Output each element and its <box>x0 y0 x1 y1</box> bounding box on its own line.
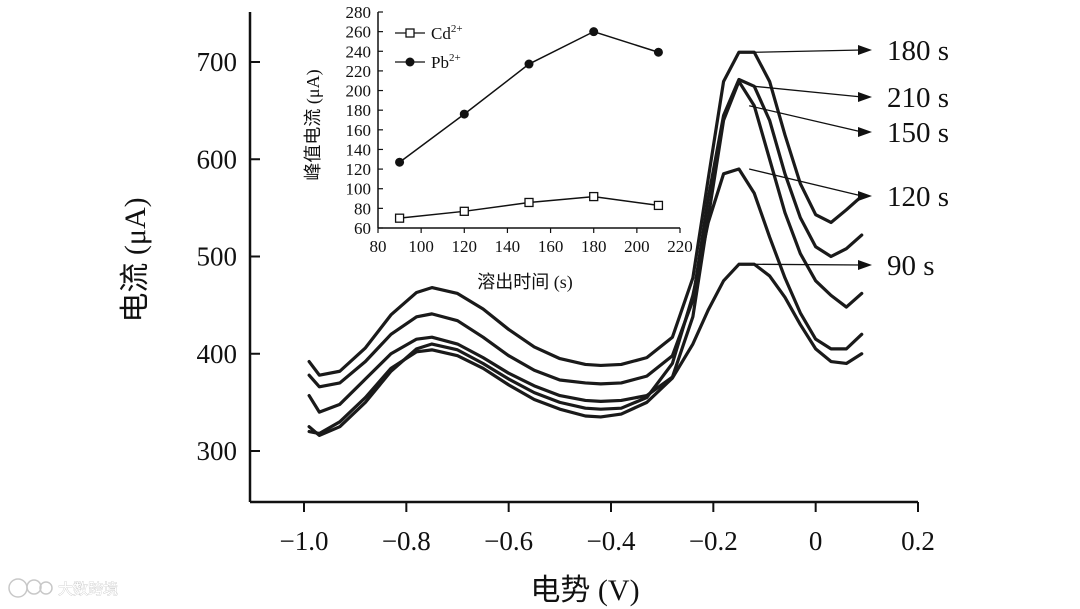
inset-point-pb <box>524 59 534 69</box>
inset-point-pb <box>589 27 599 37</box>
legend-circle-marker-icon <box>405 57 415 67</box>
main-x-tick-label: 0.2 <box>901 526 935 556</box>
inset-point-pb <box>459 109 469 119</box>
annotation-label: 120 s <box>887 181 949 213</box>
annotation-arrow-line <box>748 168 863 197</box>
inset-x-tick-label: 220 <box>667 237 693 256</box>
inset-legend: Cd2+ Pb2+ <box>395 23 463 72</box>
annotation-arrowhead-icon <box>858 127 872 137</box>
annotation-arrow-line <box>749 105 863 133</box>
inset-point-cd <box>394 213 405 223</box>
annotation-arrow-line <box>754 49 863 53</box>
inset-y-tick-label: 180 <box>346 101 372 120</box>
inset-point-pb <box>395 157 405 167</box>
main-x-tick-label: −0.6 <box>484 526 533 556</box>
inset-x-tick-label: 80 <box>370 237 387 256</box>
series-line-210s <box>307 77 864 389</box>
inset-y-tick-label: 240 <box>346 42 372 61</box>
annotation-arrowhead-icon <box>858 191 872 201</box>
main-y-tick-label: 300 <box>197 436 238 466</box>
inset-y-tick-label: 220 <box>346 62 372 81</box>
annotation-label: 210 s <box>887 82 949 114</box>
main-y-tick-label: 400 <box>197 339 238 369</box>
legend-square-marker-icon <box>405 28 415 38</box>
main-x-axis-title: 电势 (V) <box>530 574 639 607</box>
inset-point-cd <box>459 206 469 216</box>
inset-y-tick-label: 80 <box>354 199 371 218</box>
inset-y-tick-label: 160 <box>346 121 372 140</box>
inset-series-line-pb <box>399 30 659 163</box>
annotation-arrow-line <box>754 85 863 98</box>
main-x-tick-label: −0.8 <box>382 526 431 556</box>
watermark-text: 大数跨境 <box>58 580 118 598</box>
inset-x-tick-label: 100 <box>408 237 434 256</box>
main-x-tick-label: −0.2 <box>689 526 738 556</box>
main-y-tick-label: 600 <box>197 144 238 174</box>
series-line-120s <box>307 167 864 438</box>
inset-y-tick-label: 140 <box>346 140 372 159</box>
inset-x-tick-label: 140 <box>495 237 521 256</box>
legend-label-pb: Pb2+ <box>431 52 461 72</box>
legend-item-cd: Cd2+ <box>395 23 463 43</box>
main-x-tick-label: −0.4 <box>587 526 636 556</box>
annotation-label: 180 s <box>887 35 949 67</box>
inset-y-tick-label: 60 <box>354 219 371 238</box>
inset-y-tick-label: 200 <box>346 82 372 101</box>
inset-x-axis-title: 溶出时间 (s) <box>477 272 573 293</box>
main-plot: 300 400 500 600 700 −1.0 −0.8 −0.6 −0.4 −0.2 0 0.2… <box>119 12 949 607</box>
main-series <box>307 50 864 438</box>
inset-x-tick-label: 200 <box>624 237 650 256</box>
inset-x-tick-label: 180 <box>581 237 607 256</box>
main-x-ticks: −1.0 −0.8 −0.6 −0.4 −0.2 0 0.2 <box>280 502 935 556</box>
inset-point-cd <box>589 191 599 202</box>
inset-y-axis-title: 峰值电流 (μA) <box>303 69 324 180</box>
annotation-arrowhead-icon <box>858 45 872 55</box>
inset-point-pb <box>653 47 663 57</box>
inset-point-cd <box>524 197 534 208</box>
annotation-arrowhead-icon <box>858 260 872 270</box>
inset-y-tick-label: 120 <box>346 160 372 179</box>
inset-x-tick-label: 160 <box>538 237 564 256</box>
main-y-ticks: 300 400 500 600 700 <box>197 47 260 466</box>
main-x-tick-label: 0 <box>809 526 823 556</box>
series-line-150s <box>307 79 864 414</box>
annotation-label: 90 s <box>887 250 935 282</box>
annotation-arrowhead-icon <box>858 92 872 102</box>
annotation-label: 150 s <box>887 117 949 149</box>
annotation-arrow-line <box>754 263 863 266</box>
main-y-axis-title: 电流 (μA) <box>119 197 152 322</box>
watermark: 大数跨境 <box>8 578 118 598</box>
inset-point-cd <box>653 200 664 211</box>
main-y-tick-label: 700 <box>197 47 238 77</box>
inset-x-tick-label: 120 <box>452 237 478 256</box>
legend-item-pb: Pb2+ <box>395 52 461 72</box>
inset-y-tick-label: 280 <box>346 3 372 22</box>
inset-y-tick-label: 100 <box>346 180 372 199</box>
legend-label-cd: Cd2+ <box>431 23 463 43</box>
inset-x-ticks: 80 100 120 140 160 180 200 220 <box>370 228 693 256</box>
series-line-180s <box>307 50 864 377</box>
main-y-tick-label: 500 <box>197 242 238 272</box>
inset-y-tick-label: 260 <box>346 23 372 42</box>
inset-series <box>394 27 664 223</box>
logo-badge-icon <box>8 578 53 598</box>
main-x-tick-label: −1.0 <box>280 526 329 556</box>
